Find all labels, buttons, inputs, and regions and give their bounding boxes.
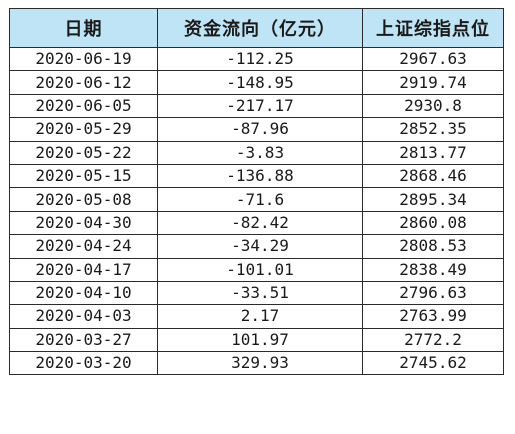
cell-date: 2020-06-05 [9,93,158,119]
table-row: 2020-06-05 -217.17 2930.8 [9,93,504,119]
table-row: 2020-05-22 -3.83 2813.77 [9,140,504,165]
header-date: 日期 [9,8,158,48]
cell-date: 2020-03-27 [9,327,158,353]
cell-index-level: 2967.63 [362,46,504,72]
cell-fund-flow: -82.42 [157,210,363,236]
table-row: 2020-04-03 2.17 2763.99 [9,304,504,329]
cell-index-level: 2808.53 [362,234,504,259]
table-row: 2020-05-08 -71.6 2895.34 [9,187,504,212]
data-table-container: 日期 资金流向（亿元） 上证综指点位 2020-06-19 -112.25 2967… [9,8,504,376]
cell-date: 2020-06-19 [9,46,158,72]
cell-date: 2020-05-08 [9,187,158,212]
cell-date: 2020-06-12 [9,70,158,95]
cell-date: 2020-05-15 [9,163,158,189]
table-row: 2020-05-15 -136.88 2868.46 [9,163,504,189]
cell-index-level: 2745.62 [362,351,504,376]
cell-fund-flow: 329.93 [157,351,363,376]
cell-fund-flow: 2.17 [157,304,363,329]
cell-index-level: 2868.46 [362,163,504,189]
table-row: 2020-03-20 329.93 2745.62 [9,351,504,376]
cell-date: 2020-05-29 [9,117,158,142]
table-row: 2020-06-12 -148.95 2919.74 [9,70,504,95]
cell-fund-flow: -136.88 [157,163,363,189]
cell-index-level: 2852.35 [362,117,504,142]
cell-fund-flow: -3.83 [157,140,363,165]
cell-fund-flow: 101.97 [157,327,363,353]
cell-index-level: 2772.2 [362,327,504,353]
cell-fund-flow: -217.17 [157,93,363,119]
cell-index-level: 2813.77 [362,140,504,165]
table-body: 2020-06-19 -112.25 2967.63 2020-06-12 -148.9… [9,46,504,376]
cell-date: 2020-05-22 [9,140,158,165]
cell-date: 2020-04-30 [9,210,158,236]
table-row: 2020-04-10 -33.51 2796.63 [9,280,504,306]
cell-index-level: 2838.49 [362,257,504,282]
header-index-level: 上证综指点位 [362,8,504,48]
table-row: 2020-06-19 -112.25 2967.63 [9,46,504,72]
cell-index-level: 2796.63 [362,280,504,306]
cell-index-level: 2930.8 [362,93,504,119]
cell-date: 2020-04-17 [9,257,158,282]
cell-fund-flow: -148.95 [157,70,363,95]
table-row: 2020-03-27 101.97 2772.2 [9,327,504,353]
header-row: 日期 资金流向（亿元） 上证综指点位 [9,8,504,48]
cell-fund-flow: -87.96 [157,117,363,142]
cell-date: 2020-04-10 [9,280,158,306]
table-row: 2020-04-30 -82.42 2860.08 [9,210,504,236]
table-row: 2020-04-24 -34.29 2808.53 [9,234,504,259]
cell-index-level: 2763.99 [362,304,504,329]
cell-index-level: 2860.08 [362,210,504,236]
table-row: 2020-05-29 -87.96 2852.35 [9,117,504,142]
cell-fund-flow: -101.01 [157,257,363,282]
cell-date: 2020-04-03 [9,304,158,329]
cell-fund-flow: -71.6 [157,187,363,212]
cell-date: 2020-04-24 [9,234,158,259]
header-fund-flow: 资金流向（亿元） [157,8,363,48]
cell-fund-flow: -34.29 [157,234,363,259]
fund-flow-table: 日期 资金流向（亿元） 上证综指点位 2020-06-19 -112.25 2967… [9,8,504,376]
cell-index-level: 2895.34 [362,187,504,212]
cell-fund-flow: -112.25 [157,46,363,72]
cell-index-level: 2919.74 [362,70,504,95]
table-row: 2020-04-17 -101.01 2838.49 [9,257,504,282]
cell-date: 2020-03-20 [9,351,158,376]
cell-fund-flow: -33.51 [157,280,363,306]
